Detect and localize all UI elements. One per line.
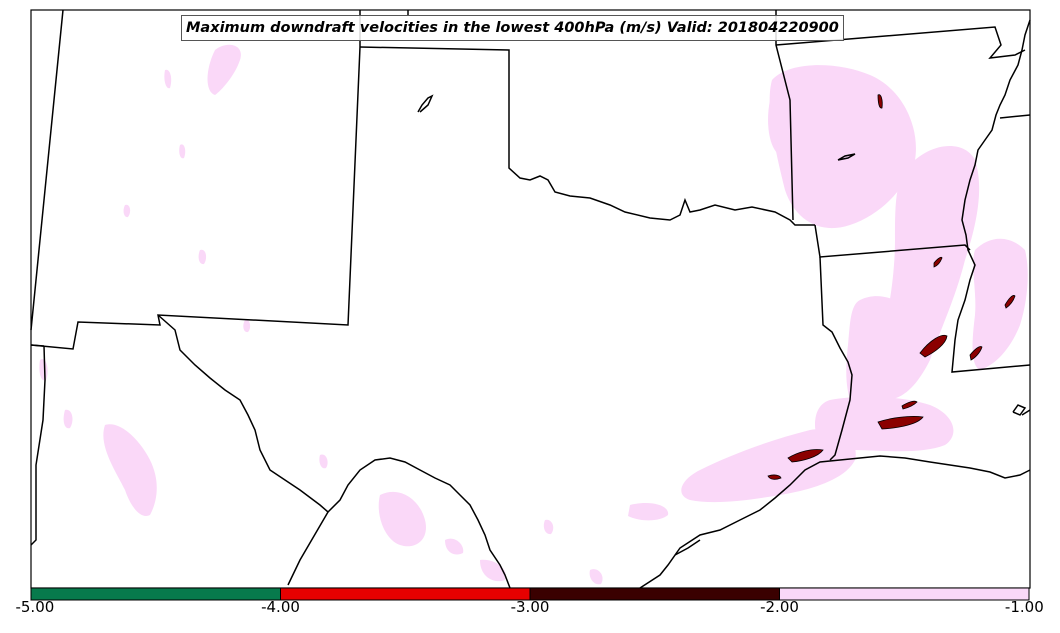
downdraft-field-strong: [767, 94, 1016, 480]
colorbar-bin-3: [779, 588, 1029, 600]
colorbar-tick-label-3: -2.00: [760, 598, 799, 616]
colorbar-tick-label-0: -5.00: [15, 598, 55, 616]
map-title: Maximum downdraft velocities in the lowe…: [181, 15, 844, 41]
colorbar: [30, 587, 1030, 601]
colorbar-bin-0: [31, 588, 281, 600]
colorbar-bin-1: [280, 588, 530, 600]
map-title-text: Maximum downdraft velocities in the lowe…: [186, 20, 839, 36]
colorbar-bin-2: [530, 588, 780, 600]
colorbar-tick-label-2: -3.00: [510, 598, 550, 616]
colorbar-tick-label-4: -1.00: [1004, 598, 1044, 616]
colorbar-tick-label-1: -4.00: [261, 598, 300, 616]
